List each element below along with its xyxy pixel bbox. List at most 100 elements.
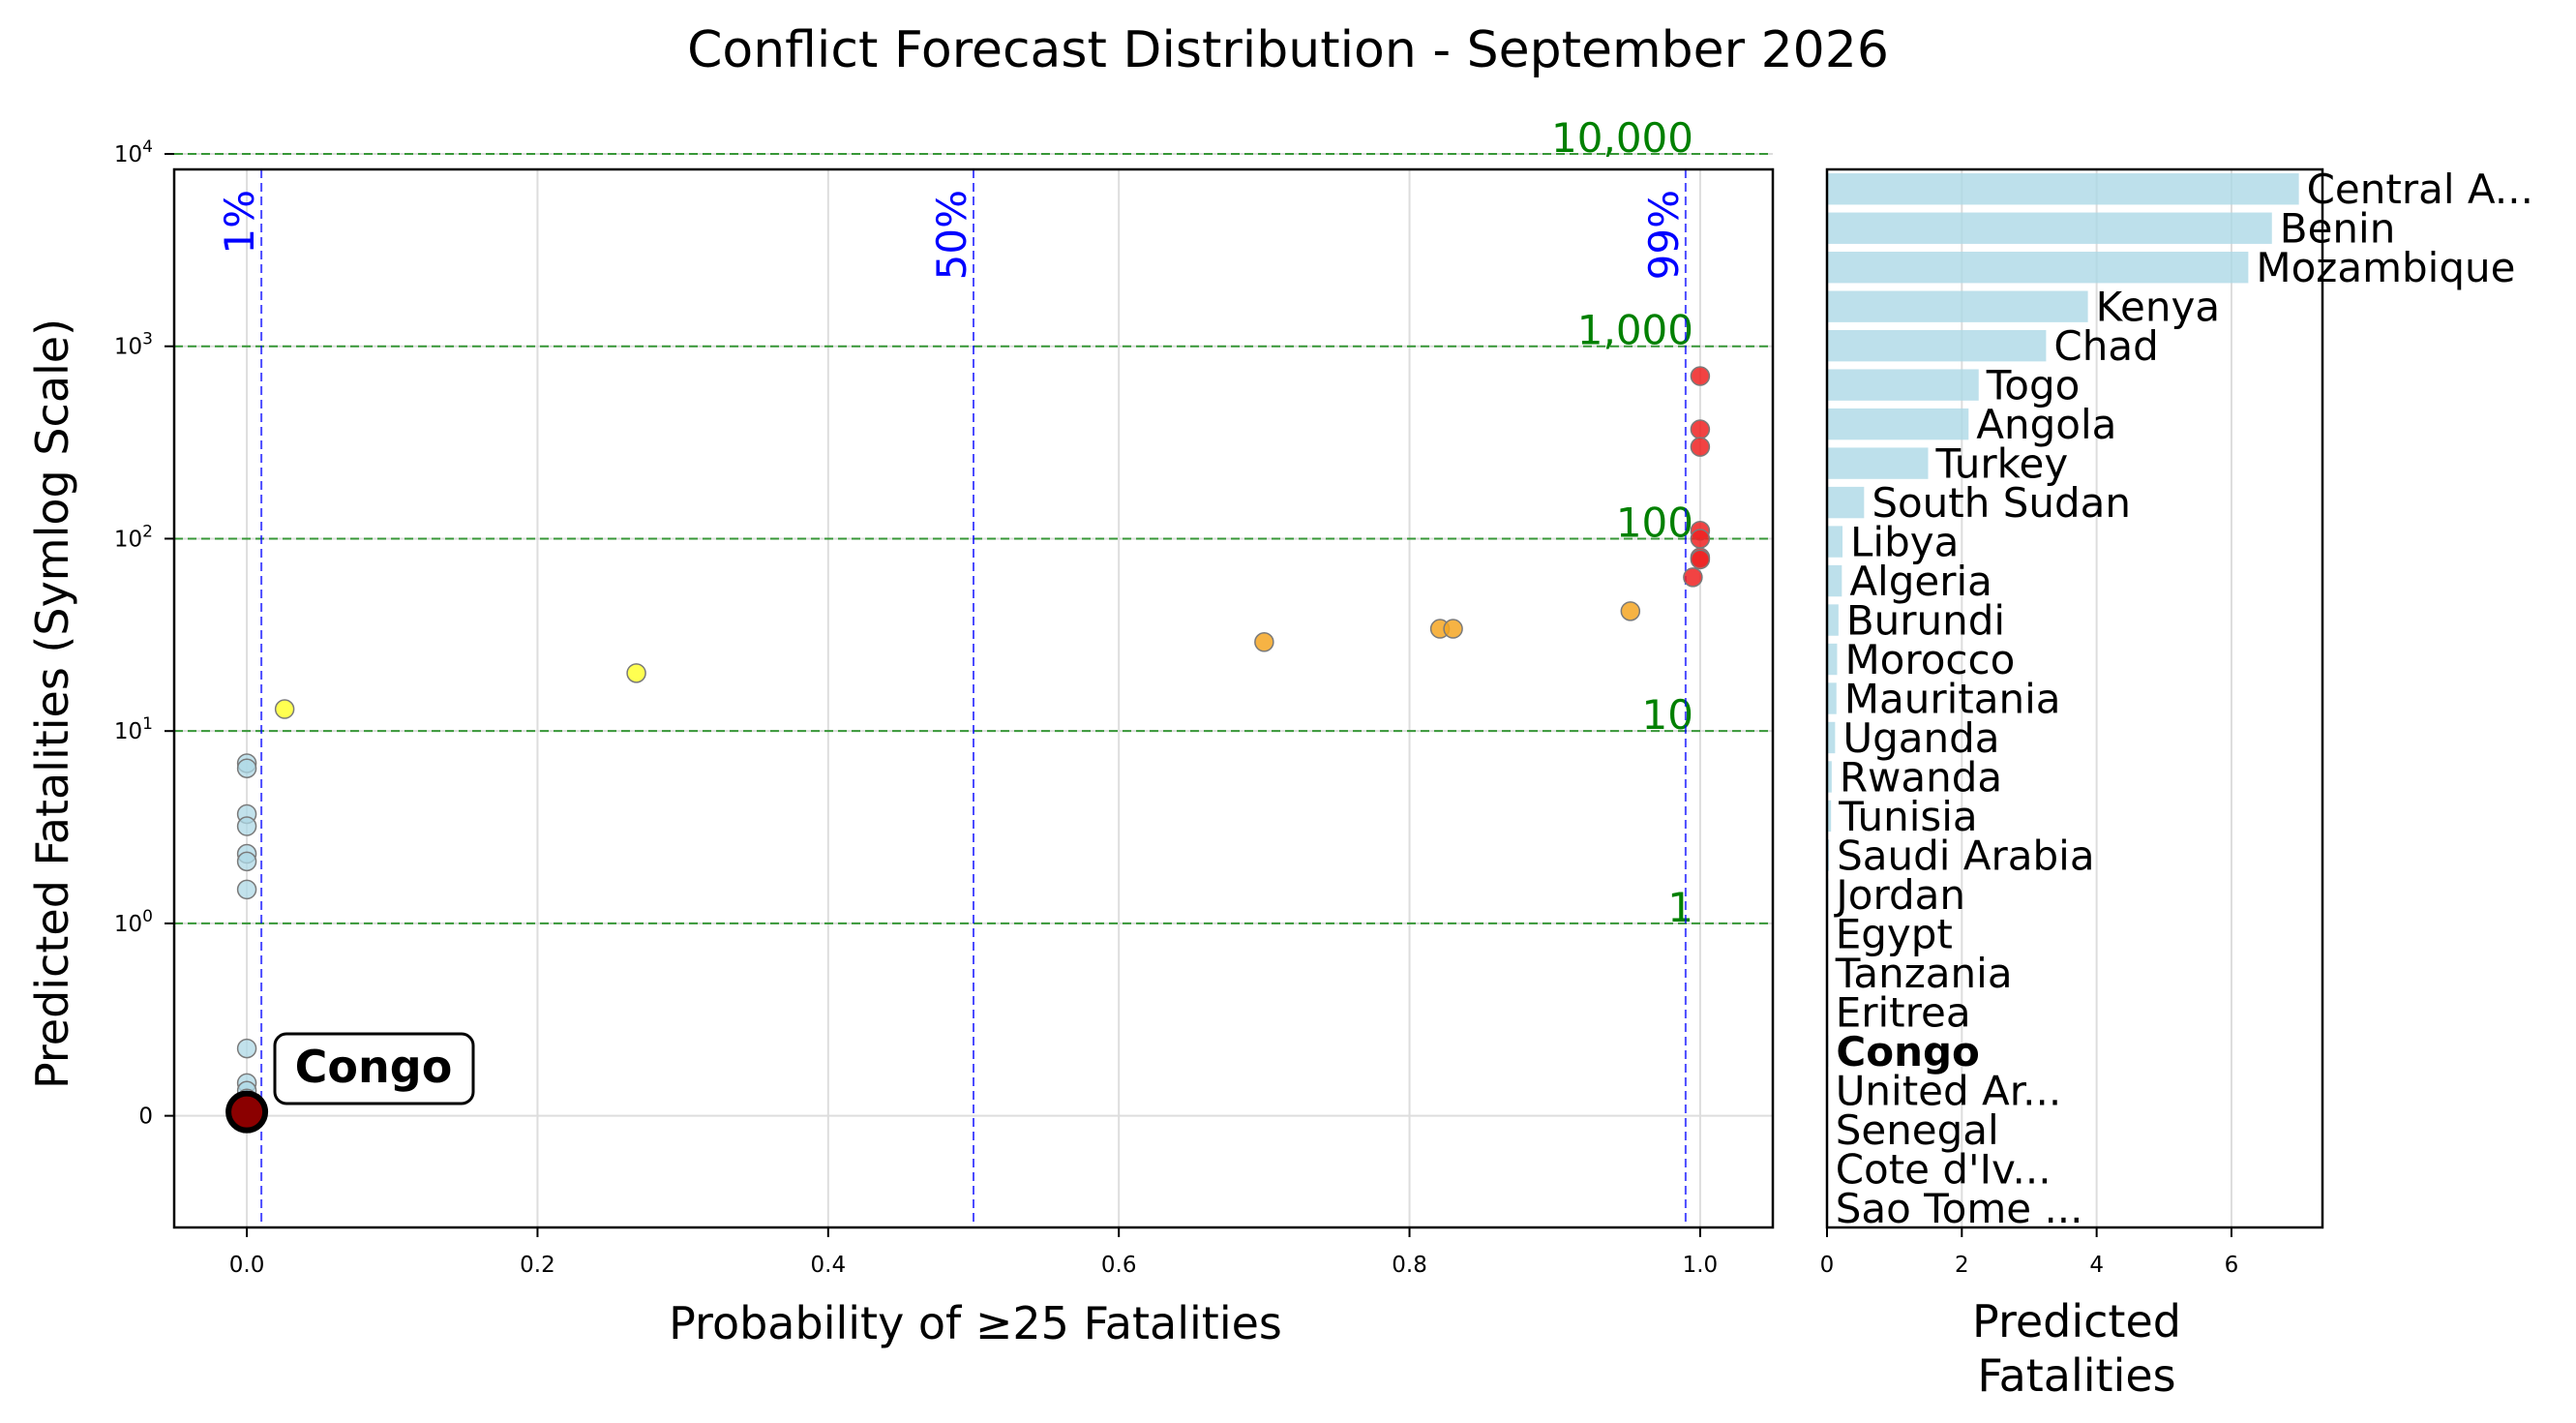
data-point [236, 758, 257, 778]
data-point [1690, 366, 1711, 386]
highlight-point [225, 1090, 269, 1134]
fatality-threshold-label: 1 [1667, 884, 1693, 931]
data-point [1620, 601, 1641, 621]
data-point [1683, 567, 1703, 588]
bar [1827, 369, 1979, 401]
bar-category-label: Mozambique [2256, 244, 2515, 291]
bar-category-label: South Sudan [1872, 479, 2131, 527]
bar-category-label: Saudi Arabia [1837, 832, 2095, 879]
page-title: Conflict Forecast Distribution - Septemb… [687, 21, 1889, 79]
data-point [626, 663, 646, 683]
bar-category-label: Morocco [1844, 636, 2015, 683]
bar-category-label: Congo [1836, 1028, 1980, 1075]
bar-category-label: Cote d'Iv... [1836, 1145, 2052, 1193]
y-tick-base: 10 [114, 527, 142, 552]
x-tick-label: 0.4 [811, 1253, 847, 1278]
bar-frame [1825, 167, 2324, 1229]
data-point [236, 879, 257, 900]
x-tick-label: 1.0 [1683, 1253, 1719, 1278]
data-point [236, 816, 257, 836]
bar-category-label: Tanzania [1835, 950, 2013, 997]
scatter-x-axis-label: Probability of ≥25 Fatalities [669, 1297, 1282, 1349]
congo-highlight: Congo [225, 1032, 475, 1134]
bar-category-label: Burundi [1846, 597, 2005, 645]
y-tick-base: 0 [138, 1105, 153, 1130]
y-tick-exponent: 4 [142, 137, 153, 157]
bar-x-tick-label: 6 [2225, 1253, 2239, 1278]
bar [1827, 329, 2047, 362]
bar-category-label: Egypt [1836, 910, 1953, 957]
data-point [236, 1038, 257, 1059]
bar [1827, 721, 1836, 754]
bar [1827, 682, 1837, 714]
bar-category-label: United Ar... [1836, 1067, 2062, 1114]
bar-category-label: Central A... [2307, 166, 2533, 213]
probability-threshold-lines: 1% 50% 99% [216, 169, 1688, 1227]
bar [1827, 761, 1832, 793]
bar-x-tick-label: 0 [1820, 1253, 1835, 1278]
scatter-x-axis: 0.0 0.2 0.4 0.6 0.8 1.0 [229, 1227, 1718, 1278]
y-tick-label: 104 [114, 137, 153, 167]
y-tick-base: 10 [114, 912, 142, 937]
y-tick-exponent: 3 [142, 330, 153, 349]
data-point [1690, 437, 1711, 457]
bar-category-label: Sao Tome ... [1836, 1185, 2083, 1232]
bar-category-label: Uganda [1842, 714, 1999, 762]
bar-category-label: Senegal [1836, 1106, 1999, 1154]
bar [1827, 800, 1832, 833]
bar [1827, 447, 1929, 479]
bar [1827, 290, 2088, 322]
bar-axes-frame [1825, 167, 2324, 1229]
y-tick-label: 101 [114, 714, 153, 744]
bar-category-label: Benin [2280, 205, 2396, 253]
bar-category-label: Tunisia [1838, 793, 1977, 840]
y-tick-exponent: 1 [142, 714, 153, 734]
bar-category-label: Turkey [1934, 440, 2068, 488]
bar-category-label: Jordan [1833, 871, 1965, 919]
x-tick-label: 0.2 [520, 1253, 555, 1278]
bar-category-label: Algeria [1849, 558, 1992, 605]
probability-threshold-label: 50% [928, 190, 975, 280]
y-tick-label: 0 [138, 1105, 153, 1130]
bar-category-label: Mauritania [1844, 676, 2061, 723]
fatality-threshold-label: 1,000 [1577, 307, 1693, 354]
fatality-threshold-label: 100 [1616, 499, 1693, 546]
bar [1827, 173, 2299, 205]
bar [1827, 252, 2249, 284]
bar [1827, 604, 1839, 636]
highlight-label-box [273, 1032, 475, 1105]
bar [1827, 526, 1843, 558]
bar-category-label: Togo [1986, 362, 2081, 409]
bar [1827, 212, 2272, 244]
bar [1827, 564, 1842, 597]
bar-x-tick-label: 2 [1955, 1253, 1969, 1278]
bar [1827, 643, 1838, 676]
scatter-frame [172, 167, 1775, 1229]
bar-x-axis-label-line: Predicted [1972, 1295, 2181, 1347]
x-tick-label: 0.6 [1101, 1253, 1137, 1278]
fatality-threshold-label: 10,000 [1551, 114, 1693, 162]
bar [1827, 408, 1969, 440]
probability-threshold-label: 1% [216, 190, 263, 255]
y-tick-base: 10 [114, 142, 142, 167]
bar [1827, 486, 1865, 519]
bar-category-label: Rwanda [1840, 753, 2002, 801]
bar-category-label: Kenya [2096, 284, 2221, 331]
x-tick-label: 0.0 [229, 1253, 265, 1278]
y-tick-exponent: 0 [142, 907, 153, 926]
bar-category-label: Chad [2053, 322, 2158, 370]
y-tick-label: 102 [114, 522, 153, 552]
data-point [1690, 529, 1711, 549]
y-tick-base: 10 [114, 719, 142, 744]
data-point [236, 851, 257, 872]
probability-threshold-label: 99% [1640, 190, 1688, 280]
data-point [1443, 619, 1463, 639]
y-tick-base: 10 [114, 335, 142, 360]
bar-x-tick-label: 4 [2089, 1253, 2104, 1278]
data-point [274, 699, 295, 719]
